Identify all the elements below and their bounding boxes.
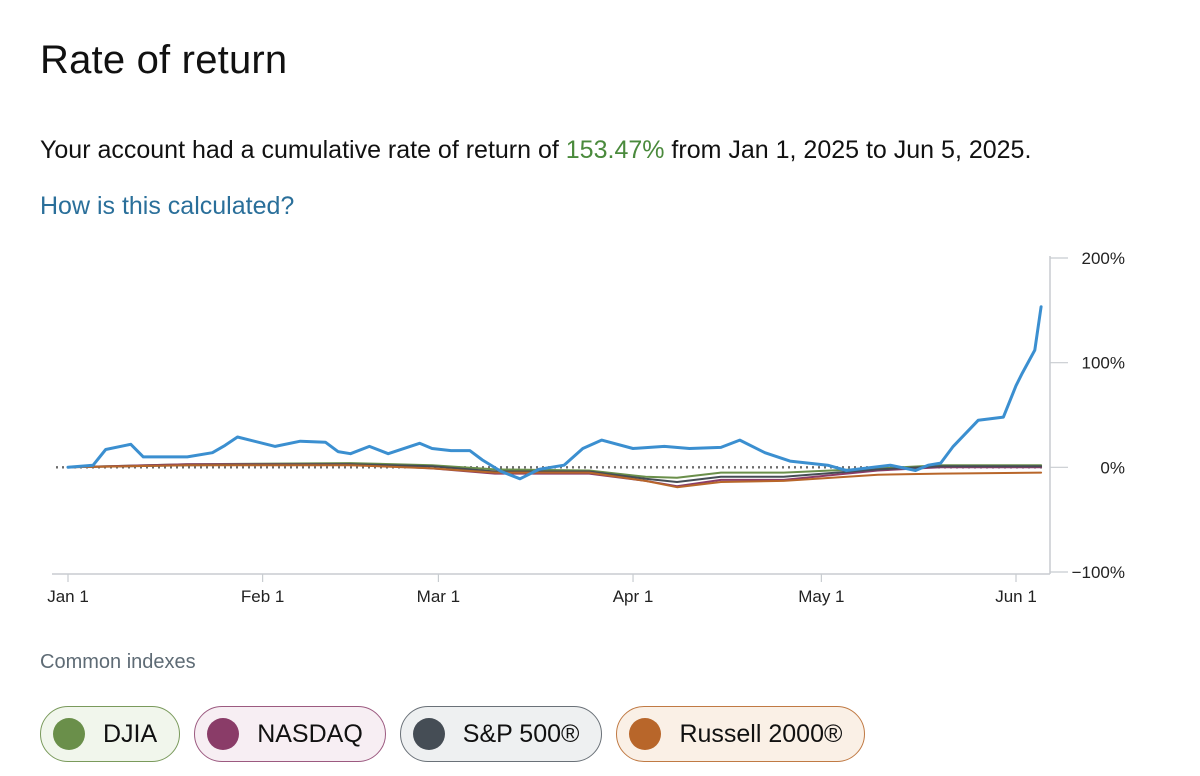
x-tick-label: Apr 1: [613, 587, 654, 606]
summary-suffix: from Jan 1, 2025 to Jun 5, 2025.: [664, 136, 1032, 164]
index-line-russell-2000-: [67, 464, 1043, 489]
x-tick-label: Feb 1: [241, 587, 284, 606]
index-chip-s-p-500[interactable]: S&P 500®: [399, 706, 603, 762]
page-title: Rate of return: [40, 38, 288, 82]
index-chip-djia[interactable]: DJIA: [40, 706, 181, 762]
index-color-swatch: [207, 718, 240, 750]
index-color-swatch: [412, 718, 445, 750]
index-color-swatch: [629, 718, 662, 750]
common-indexes-label: Common indexes: [40, 651, 196, 673]
index-chip-label: DJIA: [103, 719, 158, 748]
chart-labels: 200% 100% 0% −100% Jan 1 Feb 1 Mar 1 Apr 1 May 1…: [47, 249, 1125, 606]
y-tick-label: −100%: [1072, 563, 1125, 582]
index-chip-russell-2000[interactable]: Russell 2000®: [616, 706, 866, 762]
return-summary: Your account had a cumulative rate of re…: [40, 136, 1031, 165]
how-calculated-link[interactable]: How is this calculated?: [40, 192, 295, 220]
rate-of-return-chart: 200% 100% 0% −100% Jan 1 Feb 1 Mar 1 Apr 1 May 1…: [47, 249, 1125, 606]
y-tick-label: 200%: [1082, 249, 1125, 268]
index-chip-label: S&P 500®: [462, 719, 580, 748]
y-tick-label: 100%: [1082, 354, 1125, 373]
index-chip-label: Russell 2000®: [679, 719, 843, 748]
account-return-line: [66, 305, 1043, 481]
cumulative-return-value: 153.47%: [565, 136, 665, 164]
index-chip-nasdaq[interactable]: NASDAQ: [194, 706, 386, 762]
index-chip-label: NASDAQ: [257, 719, 363, 748]
x-tick-label: Jan 1: [47, 587, 89, 606]
x-tick-label: May 1: [798, 587, 844, 606]
y-tick-label: 0%: [1100, 458, 1125, 477]
chart-series: [66, 305, 1043, 489]
index-chip-list: DJIA NASDAQ S&P 500® Russell 2000®: [40, 706, 866, 762]
x-tick-label: Jun 1: [995, 587, 1037, 606]
chart-axes: [52, 256, 1068, 582]
x-tick-label: Mar 1: [417, 587, 460, 606]
index-color-swatch: [53, 718, 85, 750]
summary-prefix: Your account had a cumulative rate of re…: [40, 136, 566, 164]
